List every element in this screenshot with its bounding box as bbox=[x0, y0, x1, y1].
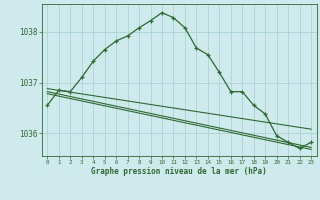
X-axis label: Graphe pression niveau de la mer (hPa): Graphe pression niveau de la mer (hPa) bbox=[91, 167, 267, 176]
